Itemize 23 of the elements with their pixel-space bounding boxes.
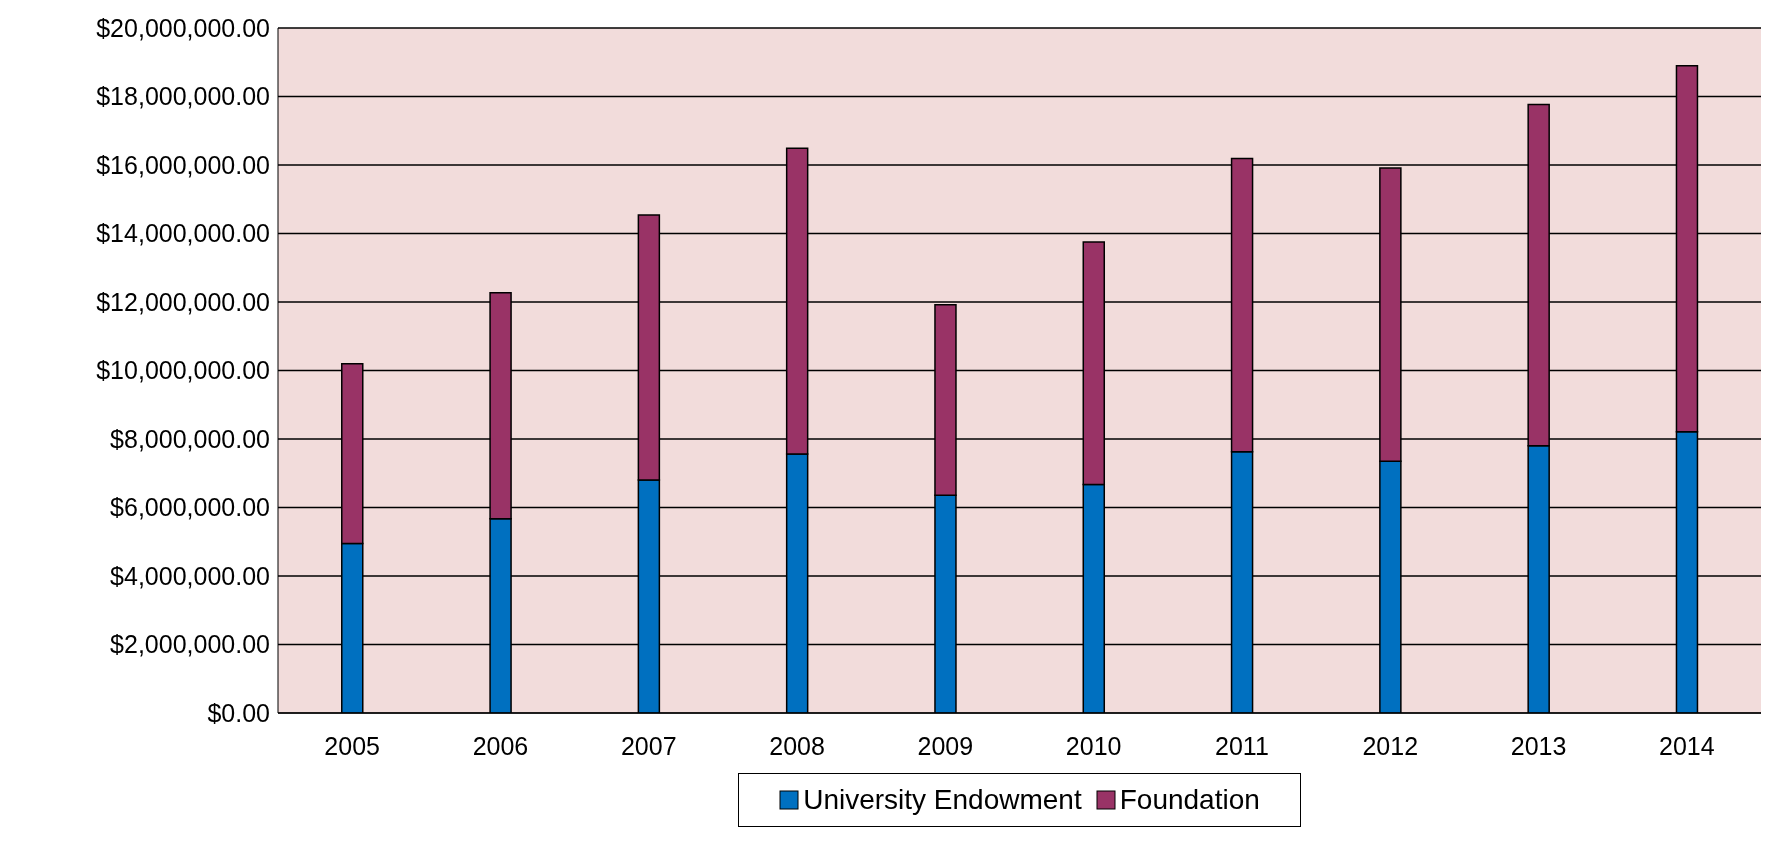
y-tick-label: $10,000,000.00 — [96, 356, 270, 385]
y-tick-label: $4,000,000.00 — [110, 561, 270, 590]
legend-label: Foundation — [1119, 784, 1260, 816]
x-tick-label: 2007 — [620, 731, 677, 760]
y-tick-label: $18,000,000.00 — [96, 82, 270, 111]
x-tick-label: 2011 — [1215, 731, 1269, 760]
y-tick-label: $20,000,000.00 — [96, 13, 270, 42]
x-tick-label: 2005 — [324, 731, 380, 760]
y-tick-label: $8,000,000.00 — [110, 424, 270, 453]
x-tick-label: 2012 — [1362, 731, 1419, 760]
x-tick-label: 2009 — [917, 731, 974, 760]
x-tick-label: 2006 — [472, 731, 529, 760]
y-tick-label: $2,000,000.00 — [110, 630, 270, 659]
y-tick-label: $0.00 — [207, 698, 270, 727]
x-tick-label: 2014 — [1659, 731, 1715, 760]
y-tick-label: $14,000,000.00 — [96, 219, 270, 248]
y-tick-label: $16,000,000.00 — [96, 150, 270, 179]
y-tick-label: $12,000,000.00 — [96, 287, 270, 316]
x-tick-label: 2010 — [1065, 731, 1122, 760]
legend-label: University Endowment — [803, 784, 1082, 816]
x-tick-label: 2013 — [1510, 731, 1567, 760]
y-tick-label: $6,000,000.00 — [110, 493, 270, 522]
x-tick-label: 2008 — [769, 731, 825, 760]
